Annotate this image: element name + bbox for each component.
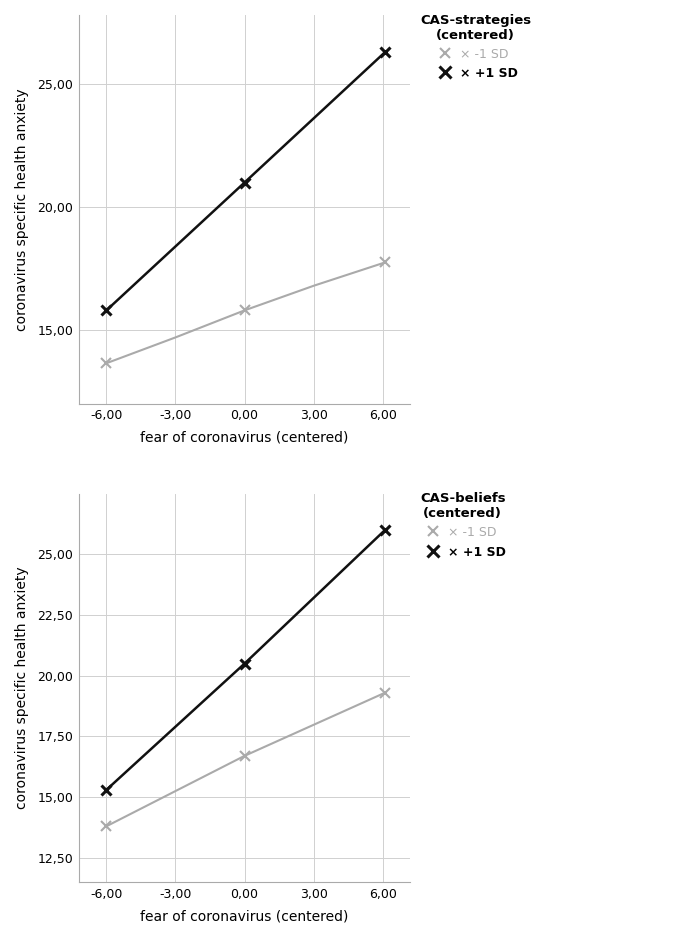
Y-axis label: coronavirus specific health anxiety: coronavirus specific health anxiety xyxy=(15,88,29,331)
Legend: × -1 SD, × +1 SD: × -1 SD, × +1 SD xyxy=(420,492,506,559)
Y-axis label: coronavirus specific health anxiety: coronavirus specific health anxiety xyxy=(15,567,29,809)
Legend: × -1 SD, × +1 SD: × -1 SD, × +1 SD xyxy=(420,14,531,81)
X-axis label: fear of coronavirus (centered): fear of coronavirus (centered) xyxy=(140,431,349,445)
X-axis label: fear of coronavirus (centered): fear of coronavirus (centered) xyxy=(140,909,349,923)
